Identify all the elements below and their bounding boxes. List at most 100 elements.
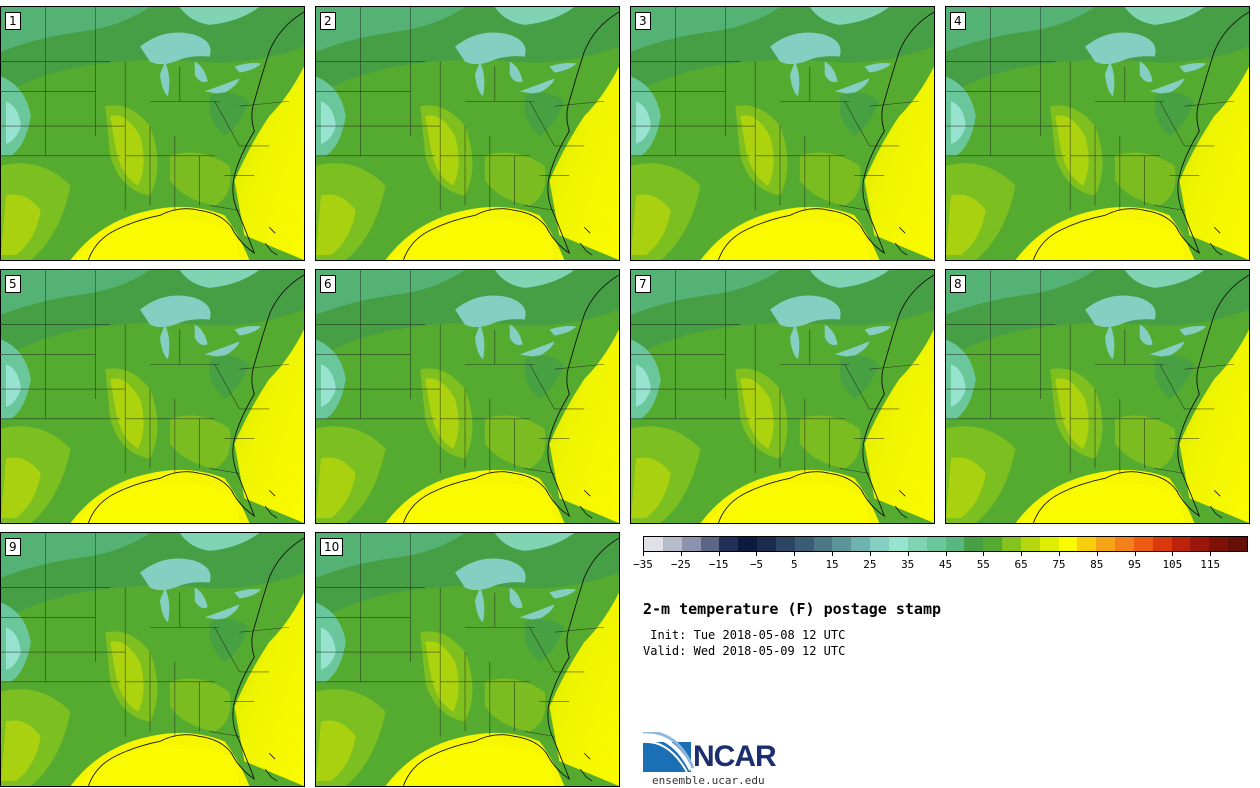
ensemble-member-panel: 10 bbox=[315, 532, 620, 787]
colorbar-segment bbox=[1133, 537, 1153, 551]
ensemble-member-panel: 5 bbox=[0, 269, 305, 524]
colorbar-segment bbox=[662, 537, 682, 551]
colorbar-tick bbox=[869, 552, 871, 556]
colorbar-tick bbox=[794, 552, 796, 556]
colorbar-segment bbox=[775, 537, 795, 551]
colorbar-segment bbox=[1209, 537, 1229, 551]
colorbar-tick bbox=[643, 552, 644, 556]
colorbar-segment bbox=[1228, 537, 1247, 551]
colorbar-tick bbox=[756, 552, 758, 556]
ensemble-member-panel: 4 bbox=[945, 6, 1250, 261]
colorbar-segment bbox=[1002, 537, 1021, 551]
valid-label: Valid: bbox=[643, 644, 687, 658]
ncar-logo-text: NCAR bbox=[693, 740, 777, 773]
ensemble-member-panel: 8 bbox=[945, 269, 1250, 524]
member-number-badge: 6 bbox=[320, 275, 336, 293]
colorbar-ticks: −35 −25 −15 −5 5 15 25 35 45 55 65 75 85 95 105 115 bbox=[633, 552, 1248, 576]
colorbar-tick bbox=[680, 552, 682, 556]
temperature-map bbox=[631, 7, 934, 260]
colorbar-segment bbox=[1020, 537, 1040, 551]
temperature-map bbox=[1, 7, 304, 260]
colorbar-tick bbox=[1096, 552, 1098, 556]
colorbar-tick bbox=[983, 552, 985, 556]
member-number-badge: 10 bbox=[320, 538, 344, 556]
member-number-badge: 3 bbox=[635, 12, 651, 30]
colorbar-tick-label: 35 bbox=[901, 558, 915, 571]
colorbar-segment bbox=[1115, 537, 1134, 551]
colorbar-segment bbox=[1096, 537, 1116, 551]
ensemble-member-panel: 2 bbox=[315, 6, 620, 261]
colorbar-tick-label: −35 bbox=[633, 558, 653, 571]
colorbar-tick-label: −25 bbox=[670, 558, 691, 571]
colorbar-tick-label: 25 bbox=[863, 558, 877, 571]
member-number-badge: 9 bbox=[5, 538, 21, 556]
colorbar-segment bbox=[719, 537, 739, 551]
colorbar-segment bbox=[681, 537, 701, 551]
colorbar-tick-label: 45 bbox=[938, 558, 953, 571]
colorbar-tick bbox=[945, 552, 947, 556]
init-value: Tue 2018-05-08 12 UTC bbox=[693, 628, 846, 642]
colorbar-segment bbox=[1152, 537, 1172, 551]
colorbar-tick-label: 75 bbox=[1052, 558, 1066, 571]
member-number-badge: 7 bbox=[635, 275, 651, 293]
colorbar-tick bbox=[907, 552, 909, 556]
ensemble-member-panel: 3 bbox=[630, 6, 935, 261]
colorbar-tick-label: 15 bbox=[825, 558, 839, 571]
temperature-map bbox=[316, 533, 619, 786]
colorbar-tick-label: 105 bbox=[1162, 558, 1183, 571]
colorbar-segment bbox=[851, 537, 871, 551]
valid-line: Valid: Wed 2018-05-09 12 UTC bbox=[643, 644, 845, 658]
temperature-map bbox=[316, 7, 619, 260]
colorbar-tick-label: 65 bbox=[1014, 558, 1028, 571]
member-number-badge: 1 bbox=[5, 12, 21, 30]
temperature-colorbar bbox=[643, 536, 1248, 552]
colorbar-segment bbox=[700, 537, 720, 551]
colorbar-tick-label: 55 bbox=[976, 558, 990, 571]
temperature-map bbox=[631, 270, 934, 523]
colorbar-segment bbox=[945, 537, 965, 551]
valid-value: Wed 2018-05-09 12 UTC bbox=[693, 644, 846, 658]
colorbar-segment bbox=[757, 537, 776, 551]
member-number-badge: 2 bbox=[320, 12, 336, 30]
colorbar-segment bbox=[888, 537, 908, 551]
colorbar-tick bbox=[1210, 552, 1212, 556]
colorbar-tick-label: −5 bbox=[749, 558, 764, 571]
colorbar-tick bbox=[1021, 552, 1023, 556]
website-url: ensemble.ucar.edu bbox=[652, 774, 765, 787]
temperature-map bbox=[1, 533, 304, 786]
init-label: Init: bbox=[643, 628, 687, 642]
ensemble-member-panel: 6 bbox=[315, 269, 620, 524]
colorbar-segment bbox=[1171, 537, 1191, 551]
colorbar-segment bbox=[832, 537, 852, 551]
member-number-badge: 4 bbox=[950, 12, 966, 30]
colorbar-segment bbox=[794, 537, 814, 551]
temperature-map bbox=[946, 7, 1249, 260]
colorbar-segment bbox=[738, 537, 758, 551]
colorbar-segment bbox=[964, 537, 984, 551]
colorbar-tick-label: −15 bbox=[708, 558, 729, 571]
colorbar-tick bbox=[1058, 552, 1060, 556]
temperature-map bbox=[1, 270, 304, 523]
colorbar-tick bbox=[832, 552, 834, 556]
temperature-map bbox=[316, 270, 619, 523]
ensemble-member-panel: 7 bbox=[630, 269, 935, 524]
colorbar-tick bbox=[718, 552, 720, 556]
colorbar-segment bbox=[926, 537, 946, 551]
colorbar-tick-label: 5 bbox=[790, 558, 798, 571]
colorbar-tick bbox=[1134, 552, 1136, 556]
colorbar-segment bbox=[907, 537, 927, 551]
ensemble-member-panel: 9 bbox=[0, 532, 305, 787]
temperature-map bbox=[946, 270, 1249, 523]
member-number-badge: 8 bbox=[950, 275, 966, 293]
figure-title: 2-m temperature (F) postage stamp bbox=[643, 600, 942, 618]
colorbar-tick-label: 115 bbox=[1200, 558, 1221, 571]
colorbar-segment bbox=[1039, 537, 1059, 551]
member-number-badge: 5 bbox=[5, 275, 21, 293]
colorbar-segment bbox=[813, 537, 833, 551]
colorbar-segment bbox=[1077, 537, 1097, 551]
colorbar-segment bbox=[1058, 537, 1078, 551]
init-line: Init: Tue 2018-05-08 12 UTC bbox=[643, 628, 845, 642]
colorbar-tick-label: 85 bbox=[1090, 558, 1104, 571]
colorbar-segment bbox=[983, 537, 1003, 551]
colorbar-tick bbox=[1172, 552, 1174, 556]
